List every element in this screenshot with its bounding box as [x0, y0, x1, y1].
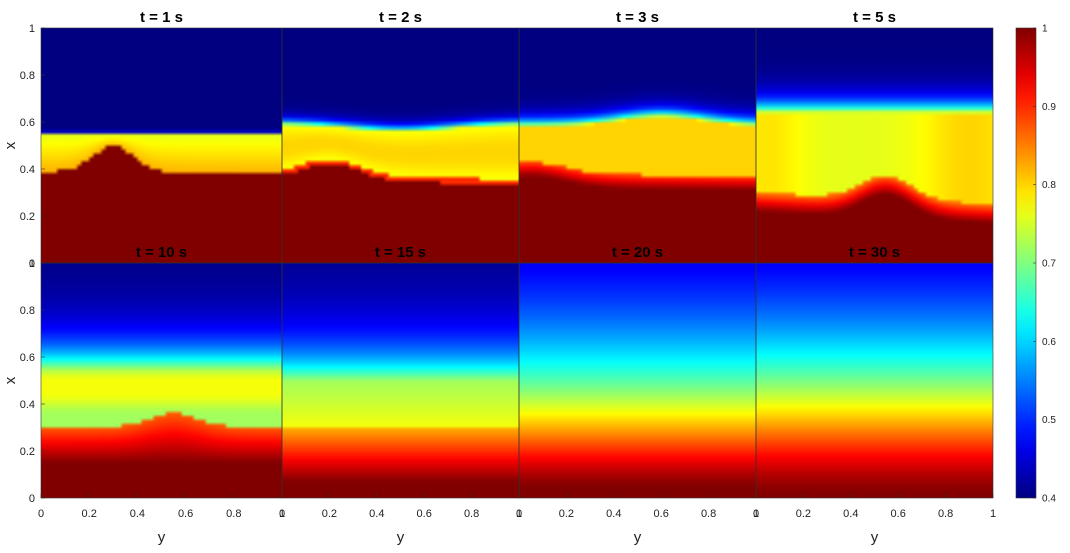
- heatmap-panel-5: [41, 263, 282, 498]
- y-tick-label: 0.8: [20, 70, 35, 82]
- panel-title-6: t = 15 s: [375, 244, 426, 261]
- heatmap-panels: [41, 28, 993, 498]
- colorbar-tick-label: 0.4: [1042, 494, 1056, 505]
- y-tick-label: 0.2: [20, 446, 35, 458]
- x-axis-label: y: [158, 529, 166, 546]
- panel-title-2: t = 2 s: [379, 9, 422, 26]
- x-tick-label: 0.6: [417, 508, 432, 520]
- x-tick-label: 1: [753, 508, 759, 520]
- y-tick-label: 1: [29, 258, 35, 270]
- colorbar-tick-label: 0.6: [1042, 337, 1056, 348]
- y-tick-label: 0.6: [20, 352, 35, 364]
- colorbar-tick-label: 0.7: [1042, 259, 1056, 270]
- x-tick-label: 0.6: [891, 508, 906, 520]
- panel-title-3: t = 3 s: [616, 9, 659, 26]
- y-tick-label: 0: [29, 493, 35, 505]
- colorbar-tick-label: 0.5: [1042, 415, 1056, 426]
- x-tick-label: 0: [38, 508, 44, 520]
- heatmap-panel-6: [282, 263, 519, 498]
- y-tick-label: 1: [29, 23, 35, 35]
- panel-title-4: t = 5 s: [853, 9, 896, 26]
- x-tick-label: 1: [516, 508, 522, 520]
- axes: t = 1 s t = 2 s t = 3 s t = 5 s t = 10 s t = …: [2, 9, 996, 546]
- x-tick-label: 0.6: [178, 508, 193, 520]
- colorbar-tick-label: 0.8: [1042, 180, 1056, 191]
- x-tick-label: 0: [279, 508, 285, 520]
- colorbar-tick-label: 1: [1042, 24, 1048, 35]
- panel-title-8: t = 30 s: [849, 244, 900, 261]
- x-tick-label: 0.4: [606, 508, 621, 520]
- heatmap-panel-1: [41, 28, 282, 263]
- x-tick-label: 0.2: [322, 508, 337, 520]
- heatmap-panel-3: [519, 28, 756, 263]
- x-tick-label: 0.4: [130, 508, 145, 520]
- x-axis-label: y: [397, 529, 405, 546]
- heatmap-panel-8: [756, 263, 993, 498]
- y-axis-label: x: [2, 376, 19, 384]
- heatmap-panel-4: [756, 28, 993, 263]
- y-tick-label: 0.8: [20, 305, 35, 317]
- panel-title-5: t = 10 s: [136, 244, 187, 261]
- x-tick-label: 0.8: [938, 508, 953, 520]
- panel-title-7: t = 20 s: [612, 244, 663, 261]
- x-tick-label: 1: [279, 508, 285, 520]
- y-tick-label: 0: [29, 258, 35, 270]
- y-tick-label: 0.6: [20, 117, 35, 129]
- y-axis-label: x: [2, 141, 19, 149]
- x-axis-label: y: [634, 529, 642, 546]
- x-tick-label: 0.4: [843, 508, 858, 520]
- y-tick-label: 0.2: [20, 211, 35, 223]
- y-tick-label: 0.4: [20, 164, 35, 176]
- colorbar-tick-label: 0.9: [1042, 102, 1056, 113]
- y-tick-label: 0.4: [20, 399, 35, 411]
- heatmap-panel-7: [519, 263, 756, 498]
- panel-title-1: t = 1 s: [140, 9, 183, 26]
- x-tick-label: 0: [516, 508, 522, 520]
- heatmap-panel-2: [282, 28, 519, 263]
- panel-frame-8: [755, 262, 994, 499]
- x-tick-label: 1: [990, 508, 996, 520]
- x-tick-label: 0.4: [369, 508, 384, 520]
- x-tick-label: 0.2: [82, 508, 97, 520]
- x-tick-label: 0: [753, 508, 759, 520]
- x-tick-label: 0.8: [464, 508, 479, 520]
- x-tick-label: 0.8: [701, 508, 716, 520]
- x-tick-label: 0.8: [226, 508, 241, 520]
- x-tick-label: 0.6: [654, 508, 669, 520]
- x-tick-label: 0.2: [796, 508, 811, 520]
- x-tick-label: 0.2: [559, 508, 574, 520]
- colorbar: 0.4 0.5 0.6 0.7 0.8 0.9 1: [1015, 24, 1056, 505]
- x-axis-label: y: [871, 529, 879, 546]
